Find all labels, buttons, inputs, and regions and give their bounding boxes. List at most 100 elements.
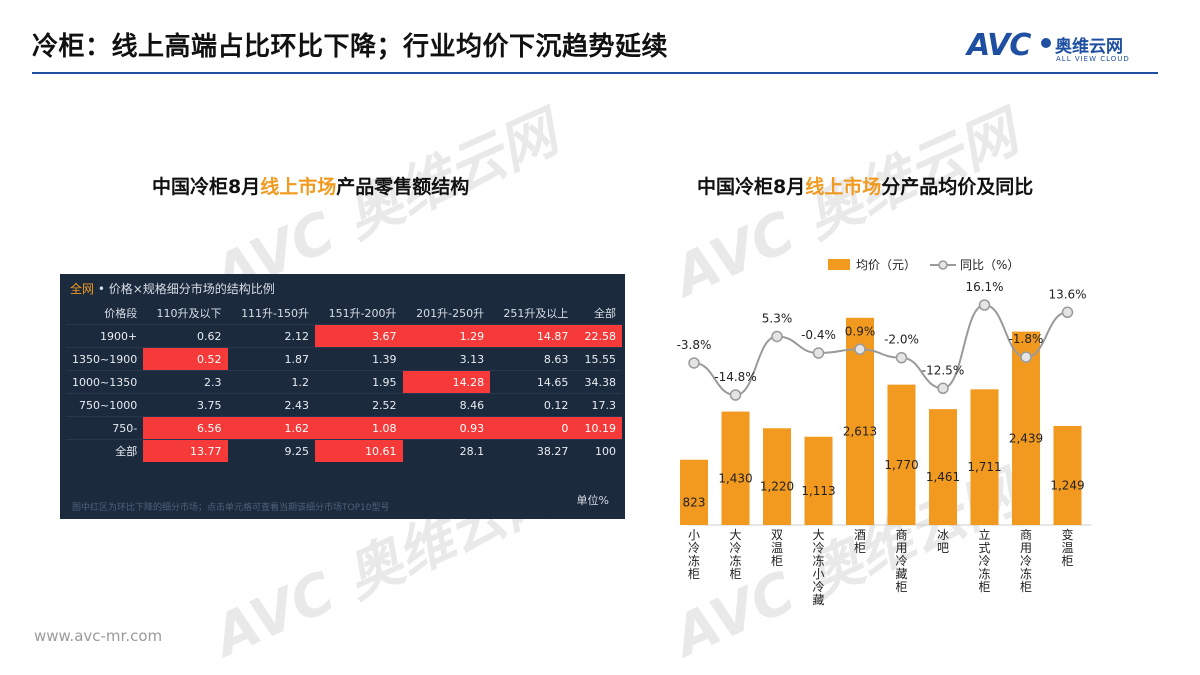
bar bbox=[804, 436, 833, 525]
yoy-value-label: 0.9% bbox=[845, 324, 876, 338]
row-label: 全部 bbox=[66, 439, 144, 462]
yoy-marker bbox=[688, 357, 700, 369]
table-cell[interactable]: 1.29 bbox=[402, 324, 491, 348]
yoy-marker bbox=[895, 351, 908, 364]
bar-value-label: 823 bbox=[683, 495, 706, 509]
caption-all-tab[interactable]: 全网 bbox=[70, 282, 95, 296]
bar bbox=[887, 384, 916, 525]
category-label: 大冷冻柜 bbox=[729, 528, 741, 581]
legend-line-label: 同比（%） bbox=[960, 258, 1019, 272]
yoy-value-label: 5.3% bbox=[762, 311, 793, 325]
table-header: 251升及以上 bbox=[503, 307, 569, 320]
table-cell[interactable]: 3.67 bbox=[315, 324, 403, 348]
avg-price-chart: 均价（元） 同比（%） 823 小冷冻柜 1,430 大冷冻柜 1,220 双温柜 1,113 大… bbox=[677, 258, 1092, 607]
yoy-marker bbox=[729, 389, 742, 401]
bar bbox=[680, 459, 708, 525]
table-cell[interactable]: 2.3 bbox=[143, 370, 228, 394]
yoy-line bbox=[693, 303, 1068, 397]
footer-url[interactable]: www.avc-mr.com bbox=[34, 627, 163, 645]
table-cell[interactable]: 1.2 bbox=[227, 370, 316, 394]
table-cell[interactable]: 17.3 bbox=[574, 393, 622, 417]
table-cell[interactable]: 3.13 bbox=[402, 347, 491, 371]
table-cell[interactable]: 0.52 bbox=[143, 347, 228, 371]
table-cell[interactable]: 1.62 bbox=[227, 416, 316, 440]
legend-bar-swatch bbox=[828, 259, 850, 270]
table-cell[interactable]: 2.52 bbox=[315, 393, 403, 417]
yoy-value-label: 16.1% bbox=[965, 280, 1003, 294]
table-cell[interactable]: 6.56 bbox=[143, 416, 228, 440]
bar-value-label: 1,220 bbox=[760, 480, 794, 494]
table-cell[interactable]: 14.87 bbox=[490, 324, 575, 348]
table-cell[interactable]: 0.62 bbox=[143, 324, 228, 348]
row-label: 750- bbox=[66, 416, 144, 440]
table-row: 750~1000 3.75 2.43 2.52 8.46 0.12 17.3 bbox=[66, 393, 622, 417]
table-cell[interactable]: 15.55 bbox=[574, 347, 622, 371]
logo-cn: 奥维云网 bbox=[1055, 37, 1123, 57]
legend-bar-label: 均价（元） bbox=[856, 258, 916, 272]
bar-value-label: 2,613 bbox=[843, 424, 877, 438]
table-cell[interactable]: 3.75 bbox=[143, 393, 228, 417]
bar-value-label: 1,770 bbox=[884, 458, 918, 472]
yoy-value-label: -0.4% bbox=[801, 328, 836, 342]
table-cell[interactable]: 34.38 bbox=[574, 370, 622, 394]
bar-value-label: 2,439 bbox=[1009, 431, 1043, 445]
table-cell[interactable]: 2.43 bbox=[227, 393, 316, 417]
table-cell[interactable]: 13.77 bbox=[143, 439, 228, 462]
yoy-marker bbox=[1020, 351, 1032, 363]
category-label: 商用冷冻柜 bbox=[1020, 527, 1032, 594]
bar bbox=[1053, 425, 1082, 525]
table-cell[interactable]: 100 bbox=[574, 439, 622, 462]
category-label: 变温柜 bbox=[1061, 527, 1073, 568]
table-unit: 单位% bbox=[576, 494, 609, 507]
yoy-marker bbox=[978, 299, 991, 311]
table-cell[interactable]: 8.46 bbox=[402, 393, 491, 417]
yoy-value-label: 13.6% bbox=[1048, 287, 1086, 301]
table-header: 111升-150升 bbox=[241, 307, 310, 320]
structure-grid: 价格段 110升及以下 111升-150升 151升-200升 201升-250升 251… bbox=[66, 302, 622, 462]
bar-value-label: 1,711 bbox=[967, 460, 1001, 474]
title-underline bbox=[32, 72, 1158, 74]
table-cell[interactable]: 1.08 bbox=[315, 416, 403, 440]
table-cell[interactable]: 14.65 bbox=[490, 370, 575, 394]
table-header: 201升-250升 bbox=[416, 307, 485, 320]
table-cell[interactable]: 10.61 bbox=[315, 439, 403, 462]
row-label: 1900+ bbox=[66, 324, 144, 348]
table-cell[interactable]: 0.12 bbox=[490, 393, 575, 417]
table-cell[interactable]: 1.87 bbox=[227, 347, 316, 371]
table-cell[interactable]: 9.25 bbox=[227, 439, 316, 462]
bar bbox=[763, 428, 791, 525]
table-cell[interactable]: 22.58 bbox=[574, 324, 622, 348]
category-label: 双温柜 bbox=[771, 528, 783, 568]
bar-value-label: 1,430 bbox=[718, 471, 752, 485]
bar-value-label: 1,249 bbox=[1050, 478, 1084, 492]
right-subtitle: 中国冷柜8月线上市场分产品均价及同比 bbox=[697, 176, 1034, 198]
table-cell[interactable]: 14.28 bbox=[402, 370, 491, 394]
table-cell[interactable]: 28.1 bbox=[402, 439, 491, 462]
yoy-value-label: -2.0% bbox=[884, 333, 919, 347]
table-cell[interactable]: 1.39 bbox=[315, 347, 403, 371]
table-cell[interactable]: 10.19 bbox=[574, 416, 622, 440]
row-label: 1000~1350 bbox=[66, 370, 144, 394]
logo-dot bbox=[1041, 38, 1051, 48]
table-caption: 全网 • 价格×规格细分市场的结构比例 bbox=[70, 282, 275, 296]
category-label: 商用冷藏柜 bbox=[895, 527, 907, 594]
yoy-marker bbox=[854, 343, 866, 356]
legend-line-marker bbox=[938, 260, 948, 270]
yoy-marker bbox=[812, 347, 825, 359]
table-cell[interactable]: 0 bbox=[490, 416, 575, 440]
yoy-value-label: -14.8% bbox=[714, 370, 756, 384]
table-row: 750- 6.56 1.62 1.08 0.93 0 10.19 bbox=[66, 416, 622, 440]
bar bbox=[1012, 331, 1040, 525]
bar bbox=[929, 409, 957, 525]
table-cell[interactable]: 38.27 bbox=[490, 439, 575, 462]
row-label: 1350~1900 bbox=[66, 347, 144, 371]
table-cell[interactable]: 0.93 bbox=[402, 416, 491, 440]
table-cell[interactable]: 8.63 bbox=[490, 347, 575, 371]
table-row: 1900+ 0.62 2.12 3.67 1.29 14.87 22.58 bbox=[66, 324, 622, 348]
table-cell[interactable]: 1.95 bbox=[315, 370, 403, 394]
yoy-marker bbox=[771, 330, 783, 343]
page-title: 冷柜：线上高端占比环比下降；行业均价下沉趋势延续 bbox=[32, 32, 669, 62]
bar bbox=[721, 411, 750, 525]
table-cell[interactable]: 2.12 bbox=[227, 324, 316, 348]
avc-logo: AVC 奥维云网 ALL VIEW CLOUD bbox=[967, 28, 1142, 68]
